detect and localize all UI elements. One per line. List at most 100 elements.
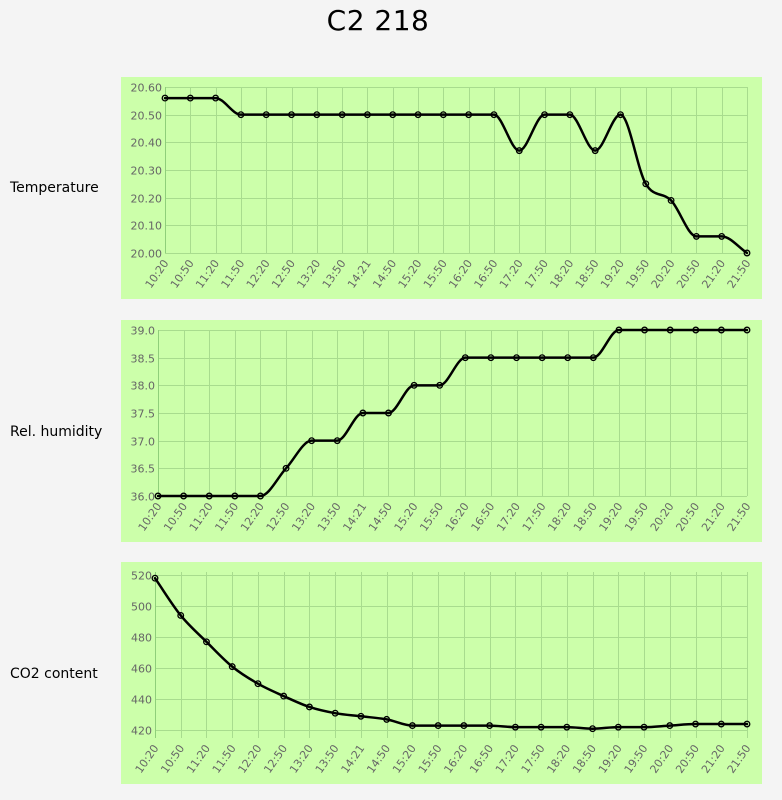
row-label-humidity: Rel. humidity [10, 424, 103, 440]
co2-xtick-label: 15:50 [416, 742, 445, 775]
co2-chart: 42044046048050052010:2010:5011:2011:5012… [131, 570, 754, 776]
humidity-xtick-label: 14:50 [366, 500, 395, 533]
temperature-data-point [566, 111, 574, 119]
co2-data-point [692, 720, 699, 728]
humidity-data-point [205, 492, 213, 500]
humidity-data-point [666, 326, 674, 334]
temperature-chart-panel: 20.00 20.10 20.20 20.30 20.40 20.50 20.60 10:20… [121, 77, 762, 299]
co2-ytick-label: 500 [131, 601, 152, 614]
temperature-data-point [186, 94, 194, 102]
co2-xtick-label: 12:50 [261, 742, 290, 775]
humidity-xtick-label: 12:20 [238, 500, 267, 533]
temperature-xtick-label: 12:20 [244, 257, 273, 290]
co2-ytick-label: 420 [131, 725, 152, 738]
co2-ytick-label: 460 [131, 663, 152, 676]
co2-data-point [563, 723, 571, 731]
temperature-xtick-label: 20:50 [674, 257, 703, 290]
co2-xtick-label: 20:50 [673, 742, 702, 775]
humidity-ytick-label: 38.0 [131, 380, 156, 393]
humidity-data-point [154, 492, 162, 500]
humidity-data-point [615, 326, 623, 334]
co2-xtick-label: 12:20 [236, 742, 265, 775]
co2-xtick-label: 13:50 [313, 742, 342, 775]
temperature-ytick-label: 20.20 [131, 193, 163, 206]
humidity-xtick-label: 14:21 [340, 500, 369, 533]
temperature-ytick-label: 20.60 [131, 82, 163, 95]
co2-data-point [640, 723, 648, 731]
humidity-ytick-label: 37.5 [131, 408, 156, 421]
co2-data-point [254, 680, 262, 688]
humidity-xtick-label: 19:20 [597, 500, 626, 533]
humidity-xtick-label: 10:50 [161, 500, 190, 533]
row-label-temperature: Temperature [10, 180, 99, 196]
temperature-data-point [313, 111, 321, 119]
humidity-data-point [180, 492, 188, 500]
co2-chart-panel: 420 440 460 480 500 520 10:20 10:50 11:20 11:50 12… [121, 562, 762, 784]
co2-data-point [511, 723, 519, 731]
humidity-data-point [692, 326, 700, 334]
co2-xtick-label: 14:21 [339, 742, 368, 775]
temperature-xtick-label: 10:20 [143, 257, 172, 290]
temperature-xtick-label: 17:50 [522, 257, 551, 290]
co2-xtick-label: 10:20 [133, 742, 162, 775]
temperature-ytick-label: 20.50 [131, 110, 163, 123]
temperature-xtick-label: 19:50 [623, 257, 652, 290]
temperature-xtick-label: 10:50 [168, 257, 197, 290]
humidity-data-point [717, 326, 725, 334]
humidity-ytick-label: 38.5 [131, 353, 156, 366]
temperature-data-point [490, 111, 498, 119]
co2-data-point [280, 692, 288, 700]
humidity-ytick-label: 36.5 [131, 463, 156, 476]
co2-data-point [614, 723, 622, 731]
temperature-ytick-label: 20.10 [131, 220, 163, 233]
humidity-xtick-label: 13:20 [289, 500, 318, 533]
co2-xtick-label: 19:50 [622, 742, 651, 775]
temperature-xtick-label: 21:20 [699, 257, 728, 290]
humidity-data-point [487, 354, 495, 362]
co2-data-point [666, 722, 674, 730]
humidity-xtick-label: 15:20 [392, 500, 421, 533]
co2-ytick-label: 520 [131, 570, 152, 583]
humidity-data-point [256, 492, 264, 500]
co2-data-point [486, 722, 494, 730]
temperature-data-point [363, 111, 371, 119]
humidity-xtick-label: 21:50 [725, 500, 754, 533]
temperature-data-point [212, 94, 220, 102]
temperature-data-point [161, 94, 169, 102]
temperature-data-point [743, 249, 751, 257]
co2-ytick-label: 480 [131, 632, 152, 645]
temperature-grid [165, 87, 748, 254]
co2-data-point [383, 715, 391, 723]
humidity-xtick-label: 21:20 [699, 500, 728, 533]
co2-xtick-label: 10:50 [158, 742, 187, 775]
humidity-grid [158, 330, 748, 497]
humidity-data-point [333, 437, 341, 445]
temperature-ytick-label: 20.30 [131, 165, 163, 178]
co2-xtick-label: 14:50 [364, 742, 393, 775]
humidity-ytick-label: 37.0 [131, 436, 156, 449]
humidity-xtick-label: 11:50 [212, 500, 241, 533]
co2-data-point [460, 722, 468, 730]
co2-xtick-label: 11:20 [184, 742, 213, 775]
humidity-xtick-label: 15:50 [417, 500, 446, 533]
temperature-data-point [642, 180, 650, 188]
humidity-xtick-label: 16:50 [469, 500, 498, 533]
temperature-xtick-label: 13:20 [294, 257, 323, 290]
temperature-xtick-label: 18:50 [573, 257, 602, 290]
co2-xtick-label: 18:50 [570, 742, 599, 775]
humidity-chart-panel: 36.0 36.5 37.0 37.5 38.0 38.5 39.0 10:20 10:50 11… [121, 320, 762, 542]
humidity-xtick-label: 20:50 [673, 500, 702, 533]
co2-xtick-label: 16:50 [467, 742, 496, 775]
co2-series-line [153, 576, 749, 730]
humidity-data-point [564, 354, 572, 362]
humidity-xtick-label: 19:50 [622, 500, 651, 533]
humidity-xtick-label: 12:50 [264, 500, 293, 533]
temperature-xtick-label: 20:20 [649, 257, 678, 290]
co2-xtick-label: 11:50 [210, 742, 239, 775]
temperature-data-point [541, 111, 549, 119]
co2-xtick-label: 21:50 [725, 742, 754, 775]
temperature-data-point [389, 111, 397, 119]
co2-data-point [537, 723, 545, 731]
humidity-data-point [513, 354, 520, 362]
temperature-data-point [667, 196, 675, 204]
